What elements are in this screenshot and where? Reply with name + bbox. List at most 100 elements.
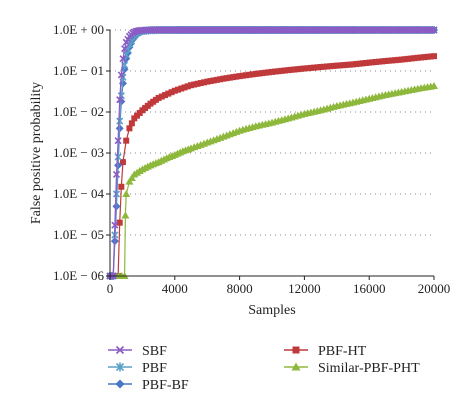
data-point	[362, 59, 369, 66]
data-point	[291, 66, 298, 73]
x-tick-label: 12000	[288, 281, 321, 296]
data-point	[210, 77, 217, 84]
data-point	[408, 55, 415, 62]
data-point	[298, 65, 305, 72]
data-point	[359, 60, 366, 67]
data-point	[112, 170, 121, 179]
data-point	[314, 64, 321, 71]
data-point	[118, 183, 125, 190]
data-point	[291, 362, 301, 371]
data-point	[265, 69, 272, 76]
data-point	[418, 54, 425, 61]
data-point	[246, 71, 253, 78]
data-point	[275, 68, 282, 75]
data-point	[127, 174, 136, 182]
data-point	[395, 56, 402, 63]
data-point	[285, 67, 292, 74]
x-tick-label: 20000	[418, 281, 451, 296]
tick-labels: 1.0E − 06 1.0E − 05 1.0E − 04 1.0E − 03 1.0E…	[53, 22, 450, 296]
data-point	[430, 82, 438, 90]
y-tick-label: 1.0E + 00	[53, 22, 104, 37]
data-point	[382, 58, 389, 65]
data-point	[230, 74, 237, 81]
data-point	[175, 86, 182, 93]
data-point	[398, 56, 405, 63]
data-point	[281, 67, 288, 74]
data-point	[226, 74, 233, 81]
legend-item: PBF-HT	[284, 344, 367, 359]
data-point	[333, 62, 340, 69]
data-point	[188, 82, 194, 89]
data-point	[350, 61, 356, 68]
series-pbf-ht	[107, 53, 437, 279]
data-point	[191, 81, 198, 88]
data-point	[401, 56, 408, 63]
plot-area	[106, 26, 438, 280]
data-point	[197, 80, 204, 87]
x-tick-label: 8000	[227, 281, 253, 296]
data-point	[121, 211, 130, 219]
data-point	[356, 60, 363, 67]
legend-label: PBF	[142, 361, 167, 376]
data-point	[114, 137, 122, 145]
data-point	[294, 66, 301, 73]
data-point	[304, 65, 311, 72]
data-point	[213, 76, 220, 83]
legend-label: PBF-BF	[142, 378, 189, 393]
data-point	[236, 73, 243, 80]
data-point	[122, 190, 131, 197]
data-point	[119, 55, 127, 63]
data-point	[372, 58, 379, 65]
data-point	[178, 85, 185, 92]
legend-item: Similar-PBF-PHT	[284, 361, 420, 376]
data-point	[114, 152, 122, 161]
data-point	[262, 69, 269, 76]
legend-label: SBF	[142, 344, 167, 359]
x-tick-label: 16000	[353, 281, 386, 296]
x-axis-label: Samples	[248, 303, 295, 318]
data-point	[125, 177, 134, 185]
data-point	[117, 71, 125, 79]
data-point	[430, 26, 438, 34]
data-point	[115, 379, 125, 389]
data-point	[353, 61, 360, 68]
data-point	[307, 64, 314, 71]
data-point	[405, 55, 412, 62]
data-point	[379, 58, 386, 65]
data-point	[168, 89, 175, 96]
series-line	[110, 85, 435, 277]
data-point	[155, 94, 162, 101]
y-tick-label: 1.0E − 04	[53, 186, 105, 201]
data-point	[272, 68, 279, 75]
y-tick-label: 1.0E − 06	[53, 268, 105, 283]
data-point	[259, 70, 266, 77]
data-point	[343, 61, 350, 68]
data-point	[301, 65, 308, 72]
data-point	[204, 78, 211, 85]
data-point	[252, 70, 259, 77]
data-point	[184, 83, 191, 90]
data-point	[427, 53, 434, 60]
data-point	[116, 96, 124, 104]
y-tick-label: 1.0E − 03	[53, 145, 104, 160]
data-point	[126, 125, 133, 132]
data-point	[165, 90, 172, 97]
series-pbf	[106, 26, 438, 280]
data-point	[311, 64, 318, 71]
data-point	[346, 61, 353, 68]
data-point	[200, 79, 207, 86]
data-point	[330, 62, 337, 69]
data-point	[256, 70, 263, 77]
y-axis-label: False positive probability	[29, 82, 44, 224]
x-tick-label: 4000	[162, 281, 188, 296]
data-point	[324, 63, 331, 70]
data-point	[111, 221, 119, 229]
data-point	[375, 58, 382, 65]
data-point	[116, 219, 123, 226]
data-point	[385, 57, 392, 64]
legend-item: PBF	[108, 361, 167, 376]
data-point	[392, 57, 399, 64]
data-point	[223, 75, 230, 82]
y-tick-label: 1.0E − 05	[53, 227, 104, 242]
